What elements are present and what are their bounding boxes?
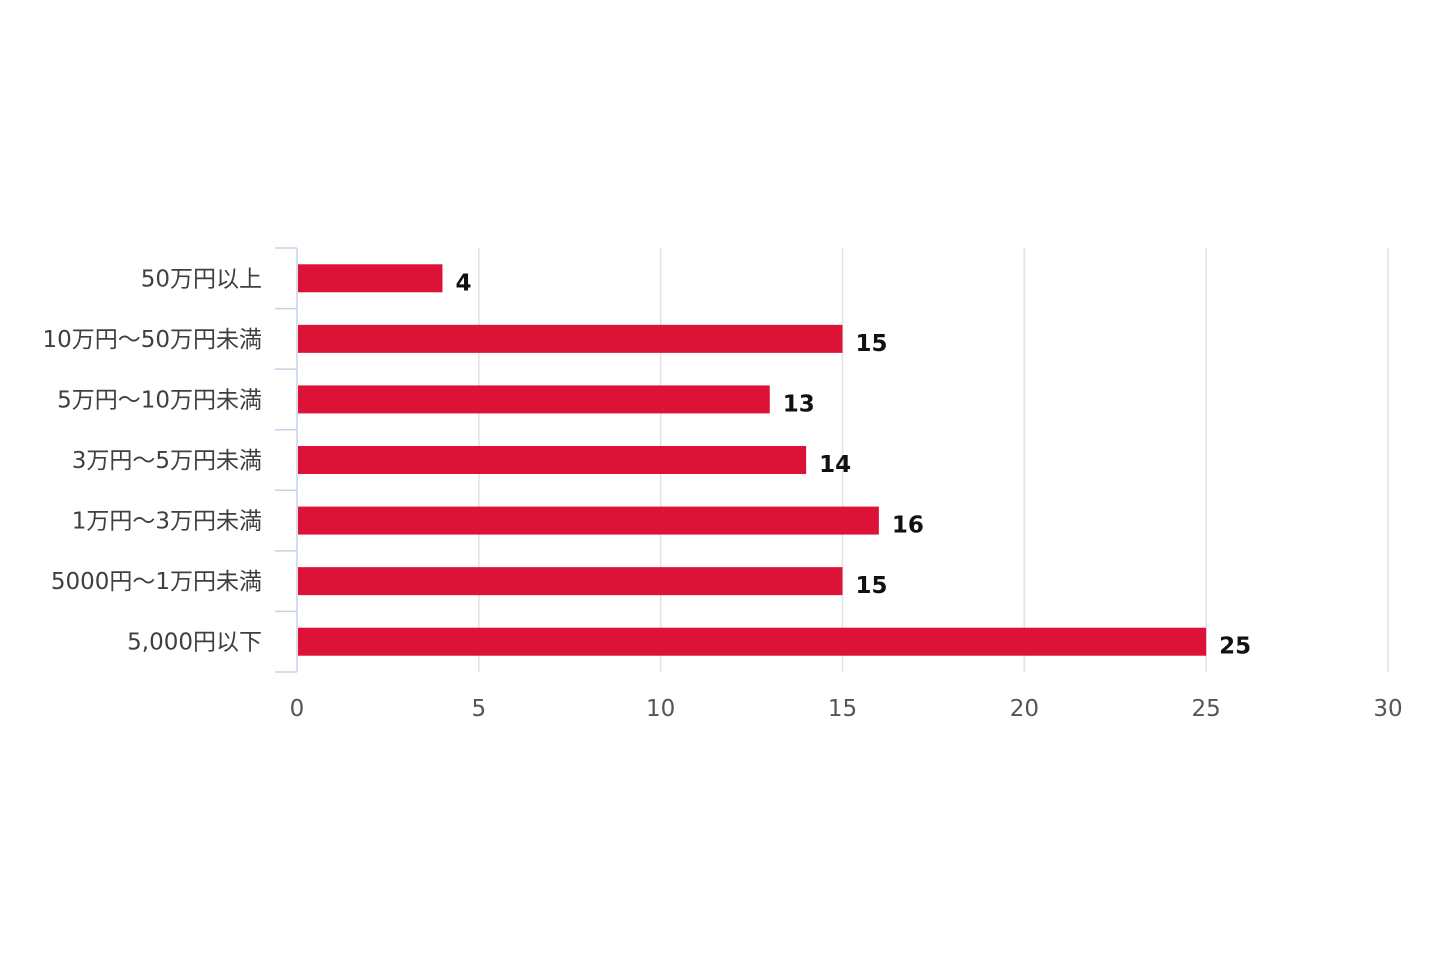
category-label: 10万円～50万円未満	[42, 327, 262, 353]
bar	[298, 567, 843, 596]
category-label: 5,000円以下	[127, 630, 262, 656]
x-axis-tick-labels: 0 5 10 15 20 25 30	[290, 696, 1403, 722]
bar	[298, 385, 770, 414]
category-label: 1万円～3万円未満	[72, 509, 262, 535]
gridlines	[478, 248, 1389, 672]
category-label: 5000円～1万円未満	[51, 569, 262, 595]
data-label: 16	[892, 513, 924, 539]
bar	[298, 446, 807, 474]
y-axis	[275, 247, 298, 673]
data-label: 25	[1219, 634, 1251, 660]
data-label: 4	[455, 270, 471, 296]
bar	[298, 264, 443, 293]
bar	[298, 627, 1207, 656]
data-label: 14	[819, 452, 851, 478]
data-label: 15	[856, 573, 888, 599]
category-label: 3万円～5万円未満	[72, 448, 262, 474]
x-tick-label: 0	[290, 696, 305, 722]
data-labels: 4 15 13 14 16 15 25	[455, 270, 1251, 659]
x-tick-label: 5	[472, 696, 487, 722]
bar	[298, 506, 879, 535]
category-label: 5万円～10万円未満	[57, 387, 262, 413]
bar	[298, 324, 843, 353]
data-label: 15	[856, 331, 888, 357]
data-label: 13	[783, 391, 815, 417]
bars	[298, 264, 1207, 656]
x-tick-label: 25	[1192, 696, 1221, 722]
x-tick-label: 10	[646, 696, 675, 722]
category-label: 50万円以上	[141, 266, 262, 292]
x-tick-label: 15	[828, 696, 857, 722]
x-tick-label: 20	[1010, 696, 1039, 722]
x-tick-label: 30	[1373, 696, 1402, 722]
category-labels: 50万円以上 10万円～50万円未満 5万円～10万円未満 3万円～5万円未満 1万円～…	[42, 266, 262, 655]
